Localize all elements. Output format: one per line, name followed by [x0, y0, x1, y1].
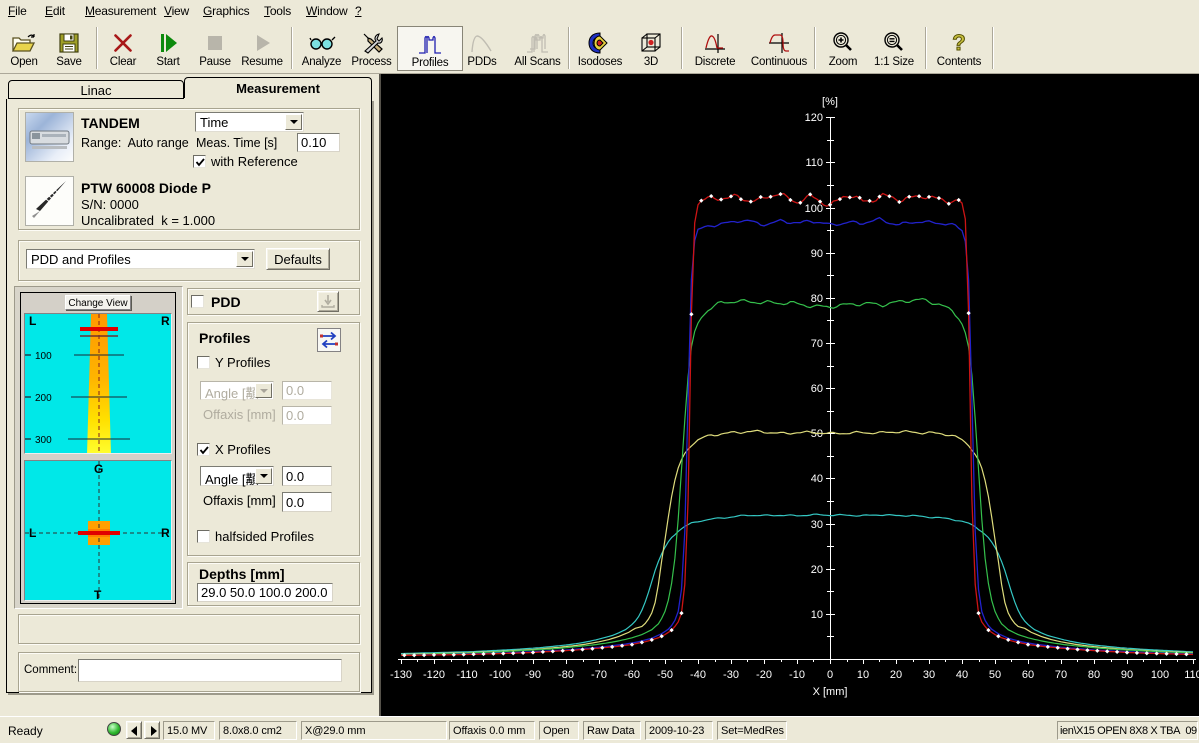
svg-text:-30: -30 — [723, 669, 739, 681]
svg-text:40: 40 — [811, 473, 823, 485]
svg-text:100: 100 — [1151, 669, 1169, 681]
svg-text:R: R — [161, 526, 170, 540]
svg-text:200: 200 — [35, 393, 52, 404]
svg-text:-80: -80 — [558, 669, 574, 681]
svg-text:10: 10 — [811, 609, 823, 621]
svg-text:T: T — [94, 588, 102, 601]
svg-text:10: 10 — [857, 669, 869, 681]
svg-text:-110: -110 — [456, 669, 477, 681]
svg-text:-70: -70 — [591, 669, 607, 681]
svg-text:?: ? — [952, 31, 965, 55]
svg-text:80: 80 — [811, 293, 823, 305]
svg-text:20: 20 — [890, 669, 902, 681]
svg-text:[%]: [%] — [822, 96, 838, 108]
svg-text:L: L — [29, 314, 36, 328]
svg-text:70: 70 — [1055, 669, 1067, 681]
svg-text:20: 20 — [811, 564, 823, 576]
svg-text:L: L — [29, 526, 36, 540]
svg-text:-130: -130 — [390, 669, 412, 681]
svg-text:R: R — [161, 314, 170, 328]
svg-text:50: 50 — [811, 428, 823, 440]
svg-text:300: 300 — [35, 435, 52, 446]
svg-text:120: 120 — [805, 112, 823, 124]
svg-text:40: 40 — [956, 669, 968, 681]
svg-text:-50: -50 — [657, 669, 673, 681]
svg-text:-10: -10 — [789, 669, 805, 681]
svg-text:-100: -100 — [489, 669, 511, 681]
svg-text:-20: -20 — [756, 669, 772, 681]
svg-text:60: 60 — [1022, 669, 1034, 681]
svg-text:-40: -40 — [690, 669, 706, 681]
svg-text:110: 110 — [1184, 669, 1199, 681]
svg-text:60: 60 — [811, 383, 823, 395]
svg-text:90: 90 — [811, 248, 823, 260]
svg-text:0: 0 — [827, 669, 833, 681]
svg-text:90: 90 — [1121, 669, 1133, 681]
svg-text:50: 50 — [989, 669, 1001, 681]
svg-text:70: 70 — [811, 338, 823, 350]
svg-text:100: 100 — [805, 203, 823, 215]
svg-text:-90: -90 — [525, 669, 541, 681]
svg-text:-60: -60 — [624, 669, 640, 681]
svg-text:30: 30 — [923, 669, 935, 681]
svg-text:80: 80 — [1088, 669, 1100, 681]
svg-text:100: 100 — [35, 351, 52, 362]
svg-text:110: 110 — [805, 157, 823, 169]
svg-text:30: 30 — [811, 519, 823, 531]
svg-text:G: G — [94, 462, 103, 476]
svg-text:X [mm]: X [mm] — [813, 686, 848, 698]
svg-text:-120: -120 — [423, 669, 445, 681]
